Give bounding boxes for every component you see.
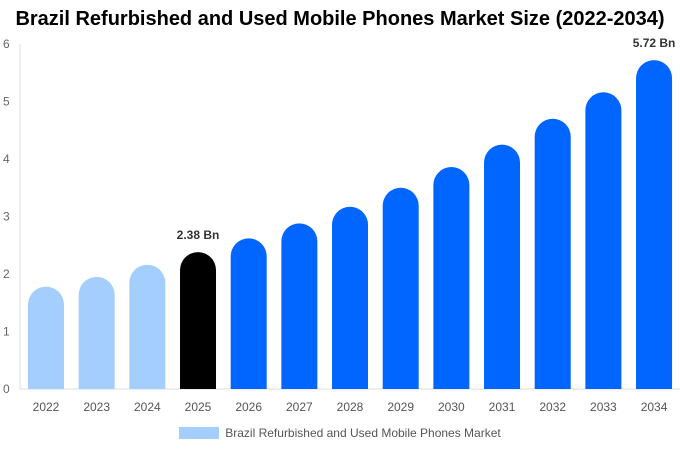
x-tick-label: 2034 — [641, 400, 668, 414]
x-tick-label: 2025 — [185, 400, 212, 414]
bar-2024 — [129, 264, 166, 389]
y-tick-label: 5 — [3, 95, 10, 109]
bar-2026 — [230, 238, 267, 389]
bar-2028 — [332, 206, 369, 389]
bar-2022 — [28, 286, 64, 389]
x-tick-label: 2030 — [438, 400, 465, 414]
bar-2027 — [281, 223, 318, 389]
x-tick-label: 2031 — [489, 400, 516, 414]
y-tick-label: 1 — [3, 325, 10, 339]
x-tick-label: 2027 — [286, 400, 313, 414]
x-tick-label: 2024 — [134, 400, 161, 414]
legend-label: Brazil Refurbished and Used Mobile Phone… — [225, 426, 501, 440]
x-tick-label: 2022 — [33, 400, 60, 414]
y-tick-label: 6 — [3, 37, 10, 51]
bar-2034 — [636, 60, 673, 389]
data-label: 5.72 Bn — [633, 36, 676, 50]
x-tick-label: 2033 — [590, 400, 617, 414]
bar-2031 — [484, 144, 521, 389]
bar-2029 — [382, 187, 419, 389]
chart-title: Brazil Refurbished and Used Mobile Phone… — [15, 8, 665, 30]
x-tick-label: 2023 — [83, 400, 110, 414]
y-tick-label: 0 — [3, 382, 10, 396]
y-tick-label: 2 — [3, 267, 10, 281]
legend: Brazil Refurbished and Used Mobile Phone… — [0, 426, 680, 440]
x-tick-label: 2028 — [337, 400, 364, 414]
y-tick-label: 3 — [3, 210, 10, 224]
bar-2023 — [78, 276, 115, 389]
x-tick-label: 2032 — [539, 400, 566, 414]
x-tick-label: 2026 — [235, 400, 262, 414]
y-tick-label: 4 — [3, 152, 10, 166]
data-label: 2.38 Bn — [177, 228, 220, 242]
bar-2032 — [534, 118, 571, 389]
bar-2025 — [180, 252, 217, 389]
bar-chart: 0 1 2 3 4 5 6 2022 2023 2024 2025 2.38 Bn 2026 2027 20… — [3, 36, 680, 414]
bar-2030 — [433, 167, 470, 389]
bar-2033 — [585, 92, 622, 390]
x-tick-label: 2029 — [387, 400, 414, 414]
legend-swatch — [179, 427, 220, 439]
